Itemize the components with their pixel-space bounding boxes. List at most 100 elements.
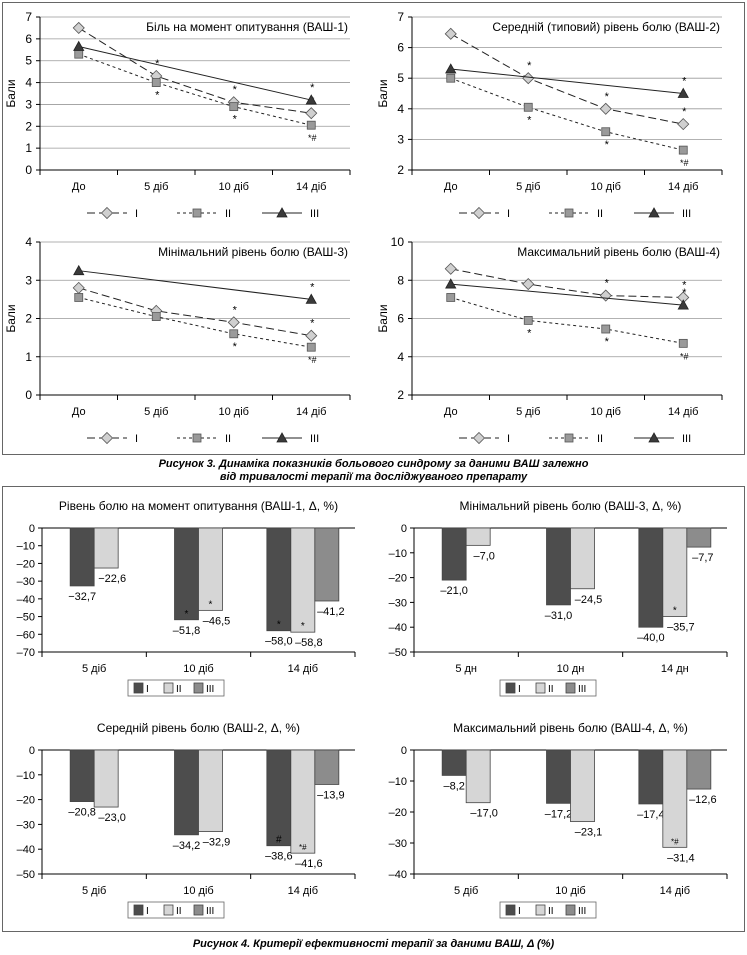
series-line-II (450, 296, 684, 344)
x-tick-label: 5 дн (455, 663, 477, 675)
legend-label-III: III (206, 906, 214, 917)
legend-label-III: III (310, 433, 319, 445)
y-tick-label: 10 (391, 235, 405, 249)
significance-mark: * (277, 620, 281, 631)
data-point-II (601, 127, 611, 137)
x-tick-label: 14 діб (668, 406, 698, 418)
y-tick-label: 5 (397, 71, 404, 85)
data-label: –23,0 (98, 812, 126, 824)
bar-I (546, 749, 571, 804)
y-tick-label: 3 (25, 273, 32, 287)
legend-label-III: III (310, 208, 319, 220)
y-tick-label: –30 (389, 838, 407, 850)
data-label: –32,9 (203, 837, 231, 849)
significance-mark: *# (680, 351, 689, 361)
data-point-II (446, 73, 456, 83)
legend: I II III (459, 206, 691, 220)
y-tick-label: 1 (25, 141, 32, 155)
y-tick-label: 0 (401, 745, 407, 757)
figure-3-frame (2, 2, 745, 455)
series-line-III (450, 283, 684, 306)
bar-I (69, 527, 95, 587)
bar-III (686, 527, 712, 548)
x-tick-label: 10 діб (183, 663, 213, 675)
bar-I (69, 749, 95, 802)
legend-label-III: III (206, 684, 214, 695)
y-tick-label: –40 (389, 622, 407, 634)
chart-vash4-delta-bar: Максимальний рівень болю (ВАШ-4, Δ, %) 0 –… (389, 721, 728, 919)
legend-swatch-III (565, 682, 576, 694)
data-point-III (445, 278, 457, 289)
data-point-I (522, 278, 535, 291)
y-tick-label: –40 (17, 844, 35, 856)
y-tick-label: 0 (25, 163, 32, 177)
significance-mark: *# (299, 843, 307, 852)
data-point-III (677, 299, 689, 310)
chart-vash1-delta-bar: Рівень болю на момент опитування (ВАШ-1,… (17, 499, 356, 697)
legend-marker-II (192, 433, 202, 443)
legend-marker-III (276, 207, 288, 218)
x-tick-label: 14 діб (296, 406, 326, 418)
data-point-III (73, 264, 85, 276)
legend-label-I: I (135, 433, 138, 445)
x-tick-label: 10 діб (591, 181, 621, 193)
data-point-II (151, 78, 161, 87)
plot-area: Середній рівень болю (ВАШ-2, Δ, %) 0 –10 –2… (17, 721, 356, 897)
legend-label-I: I (518, 906, 521, 917)
data-label: –58,8 (295, 637, 323, 649)
legend: I II III (499, 679, 597, 697)
y-tick-label: 2 (397, 163, 404, 177)
significance-mark: * (673, 606, 677, 617)
legend-swatch-I (505, 682, 516, 694)
significance-mark: * (301, 621, 305, 632)
y-tick-label: –20 (17, 795, 35, 807)
y-tick-label: 4 (397, 350, 404, 364)
data-label: –17,4 (637, 809, 665, 821)
series-line-II (78, 53, 312, 126)
bar-I (174, 527, 199, 621)
legend-swatch-II (535, 682, 546, 694)
figure-3-caption-line1: Рисунок 3. Динаміка показників больового… (158, 458, 589, 470)
y-tick-label: 7 (25, 10, 32, 24)
significance-mark: * (155, 58, 160, 70)
data-label: –7,0 (473, 550, 494, 562)
plot-area: 2 3 4 5 6 7 До 5 діб 10 діб 14 діб Бали Середній (т… (376, 10, 723, 193)
y-tick-label: –20 (389, 573, 407, 585)
data-point-II (74, 49, 84, 59)
legend: I II III (127, 679, 225, 697)
y-tick-label: –10 (389, 776, 407, 788)
data-label: –24,5 (575, 594, 603, 606)
y-tick-label: 4 (25, 235, 32, 249)
legend-label-II: II (176, 684, 182, 695)
x-tick-label: До (444, 181, 458, 193)
data-point-I (599, 102, 612, 115)
y-axis-label: Бали (4, 79, 18, 107)
series-line-III (78, 46, 312, 101)
legend-box (499, 901, 597, 919)
data-point-II (446, 293, 456, 302)
significance-mark: * (233, 84, 238, 96)
data-point-III (73, 40, 85, 51)
chart-vash1-line: 0 1 2 3 4 5 6 7 До 5 діб 10 діб 14 діб Бали Біль на м… (4, 10, 351, 220)
legend-marker-I (472, 206, 486, 220)
legend-label-II: II (597, 208, 603, 220)
series-line-II (78, 296, 312, 348)
x-tick-label: 14 діб (660, 885, 690, 897)
y-tick-label: 0 (29, 745, 35, 757)
y-tick-label: –40 (17, 594, 35, 606)
data-label: −22,6 (98, 573, 126, 585)
chart-vash4-line: 2 4 6 8 10 До 5 діб 10 діб 14 діб Бали Максимальни… (376, 235, 723, 445)
legend-swatch-I (133, 682, 144, 694)
series-line-I (78, 27, 312, 114)
y-tick-label: –10 (17, 770, 35, 782)
data-point-II (74, 293, 84, 302)
series-line-III (78, 270, 312, 300)
x-tick-label: 5 діб (454, 885, 478, 897)
bar-I (441, 749, 467, 776)
bar-II (198, 749, 223, 832)
y-tick-label: –50 (389, 647, 407, 659)
chart-title: Мінімальний рівень болю (ВАШ-3) (158, 245, 348, 259)
figure-4-caption: Рисунок 4. Критерії ефективності терапії… (192, 938, 555, 950)
y-tick-label: 2 (25, 312, 32, 326)
bar-II (662, 527, 688, 617)
